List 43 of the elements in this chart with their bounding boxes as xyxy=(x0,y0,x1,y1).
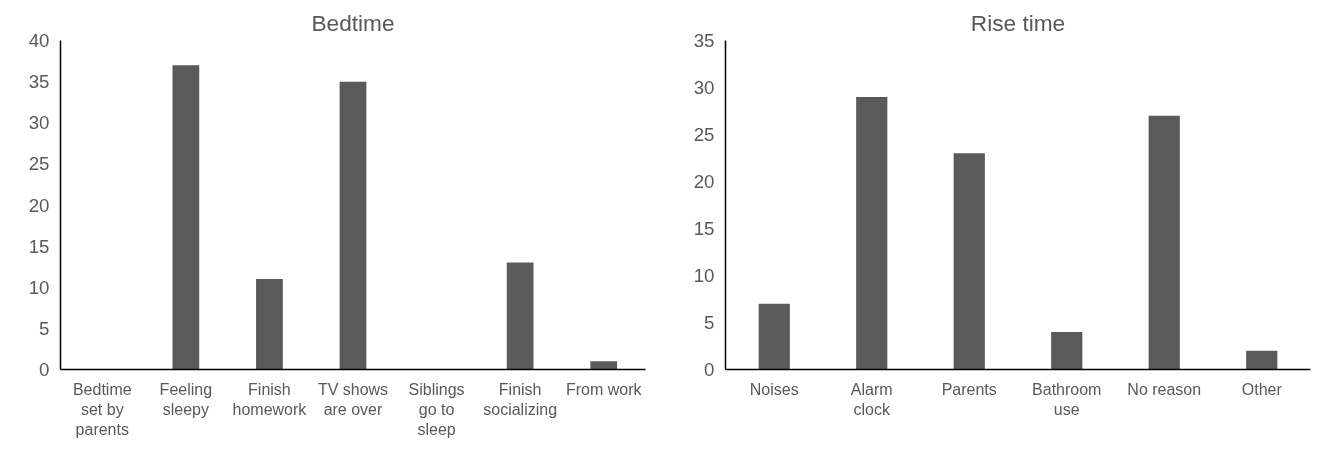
y-tick-label: 40 xyxy=(28,30,50,51)
x-tick-label: Bedtime set by parents xyxy=(72,380,132,439)
chart-title: Rise time xyxy=(970,9,1066,36)
bar xyxy=(339,81,367,370)
x-tick-label: Other xyxy=(1241,380,1283,398)
y-tick-label: 30 xyxy=(693,77,715,98)
bar xyxy=(1051,331,1083,370)
y-tick-label: 35 xyxy=(28,71,50,93)
bar xyxy=(856,96,888,370)
y-tick-label: 20 xyxy=(28,194,50,216)
x-tick-label: Finish homework xyxy=(232,380,308,418)
y-tick-label: 5 xyxy=(39,317,50,339)
y-tick-label: 20 xyxy=(693,171,715,192)
x-tick-label: Alarm clock xyxy=(850,380,893,418)
y-tick-label: 15 xyxy=(693,218,715,239)
x-tick-label: From work xyxy=(565,380,643,398)
y-tick-label: 30 xyxy=(28,112,50,134)
y-tick-label: 5 xyxy=(704,312,715,333)
bar xyxy=(590,361,618,370)
x-tick-label: Parents xyxy=(941,380,997,398)
y-tick-label: 10 xyxy=(28,276,50,298)
y-tick-label: 0 xyxy=(39,359,50,380)
x-tick-label: Finish socializing xyxy=(483,380,558,418)
y-tick-label: 15 xyxy=(28,235,50,257)
y-tick-label: 35 xyxy=(693,30,715,51)
y-tick-label: 25 xyxy=(693,124,715,145)
bar xyxy=(953,153,985,370)
x-tick-label: Siblings go to sleep xyxy=(408,380,465,439)
x-tick-label: No reason xyxy=(1127,380,1202,398)
x-tick-label: Noises xyxy=(749,380,799,398)
x-tick-label: Bathroom use xyxy=(1032,380,1102,418)
x-tick-label: Feeling sleepy xyxy=(159,380,213,418)
bar xyxy=(256,279,283,370)
y-tick-label: 0 xyxy=(704,359,715,380)
bar xyxy=(506,262,534,370)
chart-title: Bedtime xyxy=(311,9,395,36)
y-tick-label: 10 xyxy=(693,265,715,286)
bar xyxy=(1246,350,1278,370)
bar xyxy=(1148,115,1180,370)
bar xyxy=(758,303,790,370)
y-tick-label: 25 xyxy=(28,153,50,175)
bar xyxy=(172,65,200,370)
x-tick-label: TV shows are over xyxy=(317,380,389,418)
